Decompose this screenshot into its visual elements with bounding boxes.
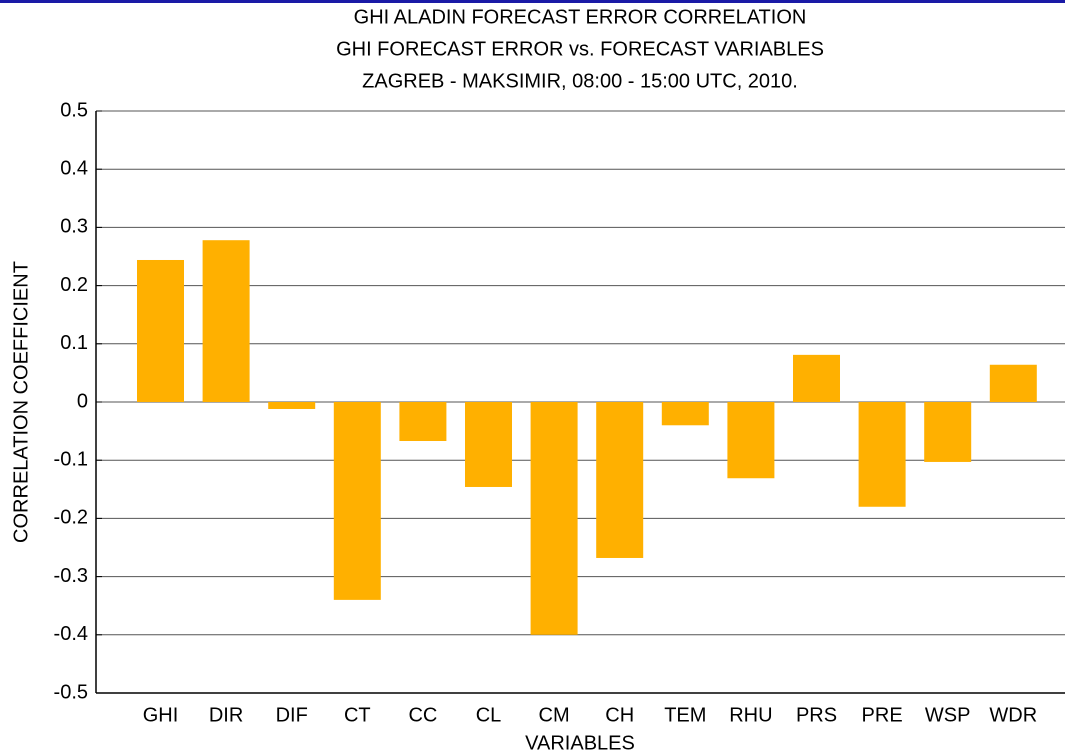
y-tick-label: -0.3 [54, 565, 88, 587]
x-tick-label: CL [476, 704, 502, 726]
y-tick-label: 0.2 [60, 274, 88, 296]
bar [137, 259, 184, 402]
chart-title: GHI ALADIN FORECAST ERROR CORRELATION [354, 6, 807, 28]
bar [333, 402, 381, 600]
y-tick-label: 0.1 [60, 332, 88, 354]
chart-title: ZAGREB - MAKSIMIR, 08:00 - 15:00 UTC, 20… [362, 70, 798, 92]
x-tick-label: RHU [729, 704, 772, 726]
bar [727, 402, 775, 479]
bar [924, 402, 972, 462]
bar [858, 402, 906, 507]
y-axis-label: CORRELATION COEFFICIENT [10, 261, 32, 543]
bar [530, 402, 578, 635]
x-tick-label: GHI [143, 704, 179, 726]
x-tick-label: WDR [989, 704, 1037, 726]
x-tick-label: TEM [664, 704, 706, 726]
top-border [0, 0, 1065, 3]
bar [596, 402, 644, 558]
x-tick-label: CC [408, 704, 437, 726]
bar [268, 402, 316, 409]
bar [202, 240, 250, 402]
x-tick-label: DIF [276, 704, 308, 726]
y-tick-label: -0.5 [54, 681, 88, 703]
x-tick-label: PRE [862, 704, 903, 726]
bar [465, 402, 512, 487]
y-tick-label: 0.5 [60, 99, 88, 121]
x-tick-label: CM [539, 704, 570, 726]
chart-title: GHI FORECAST ERROR vs. FORECAST VARIABLE… [336, 38, 824, 60]
y-tick-label: 0.3 [60, 216, 88, 238]
bar [793, 354, 840, 402]
bar [399, 402, 447, 441]
x-tick-label: CH [605, 704, 634, 726]
y-tick-label: 0 [77, 390, 88, 412]
y-tick-label: -0.1 [54, 448, 88, 470]
x-tick-label: CT [344, 704, 371, 726]
x-tick-label: PRS [796, 704, 837, 726]
bar [989, 364, 1037, 402]
x-tick-label: DIR [209, 704, 243, 726]
bar [661, 402, 709, 426]
y-tick-label: 0.4 [60, 157, 88, 179]
x-axis-label: VARIABLES [525, 732, 635, 754]
x-tick-label: WSP [925, 704, 971, 726]
y-tick-label: -0.2 [54, 507, 88, 529]
y-tick-label: -0.4 [54, 623, 88, 645]
